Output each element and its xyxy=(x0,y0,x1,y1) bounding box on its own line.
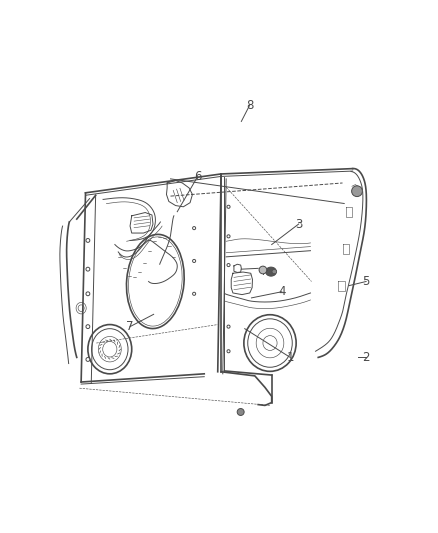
Ellipse shape xyxy=(265,267,276,276)
Text: 1: 1 xyxy=(286,351,294,364)
Text: 2: 2 xyxy=(362,351,370,364)
Text: 8: 8 xyxy=(246,99,254,111)
Text: 4: 4 xyxy=(278,285,286,298)
Circle shape xyxy=(227,205,230,208)
Text: 7: 7 xyxy=(126,320,134,333)
Circle shape xyxy=(86,292,90,296)
Circle shape xyxy=(352,186,362,197)
Circle shape xyxy=(227,263,230,266)
Text: 6: 6 xyxy=(194,171,201,183)
Text: 3: 3 xyxy=(295,217,302,230)
Circle shape xyxy=(193,227,196,230)
Circle shape xyxy=(227,325,230,328)
Circle shape xyxy=(86,325,90,328)
Circle shape xyxy=(86,358,90,361)
Circle shape xyxy=(259,266,267,274)
Circle shape xyxy=(86,238,90,243)
Circle shape xyxy=(237,408,244,415)
Circle shape xyxy=(86,267,90,271)
Circle shape xyxy=(227,350,230,353)
Ellipse shape xyxy=(272,270,277,273)
Text: 5: 5 xyxy=(362,275,370,288)
Circle shape xyxy=(193,260,196,262)
Circle shape xyxy=(193,292,196,295)
Circle shape xyxy=(227,235,230,238)
